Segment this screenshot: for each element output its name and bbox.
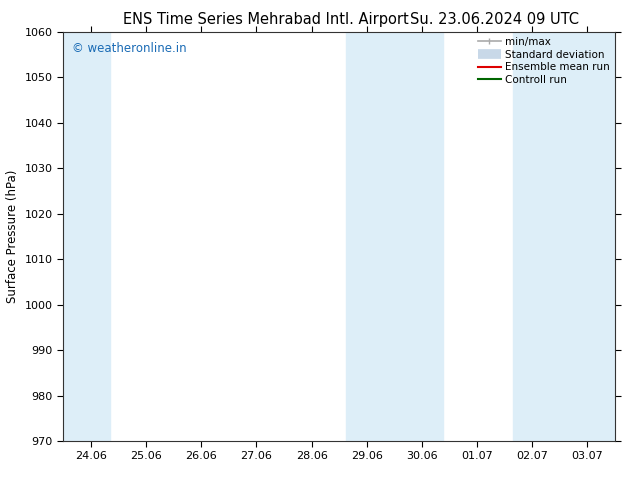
Legend: min/max, Standard deviation, Ensemble mean run, Controll run: min/max, Standard deviation, Ensemble me… [476,35,612,87]
Bar [63,32,110,441]
Bar [513,32,615,441]
Bar [346,32,443,441]
Text: © weatheronline.in: © weatheronline.in [72,42,186,55]
Text: ENS Time Series Mehrabad Intl. Airport: ENS Time Series Mehrabad Intl. Airport [124,12,409,27]
Y-axis label: Surface Pressure (hPa): Surface Pressure (hPa) [6,170,19,303]
Text: Su. 23.06.2024 09 UTC: Su. 23.06.2024 09 UTC [410,12,579,27]
